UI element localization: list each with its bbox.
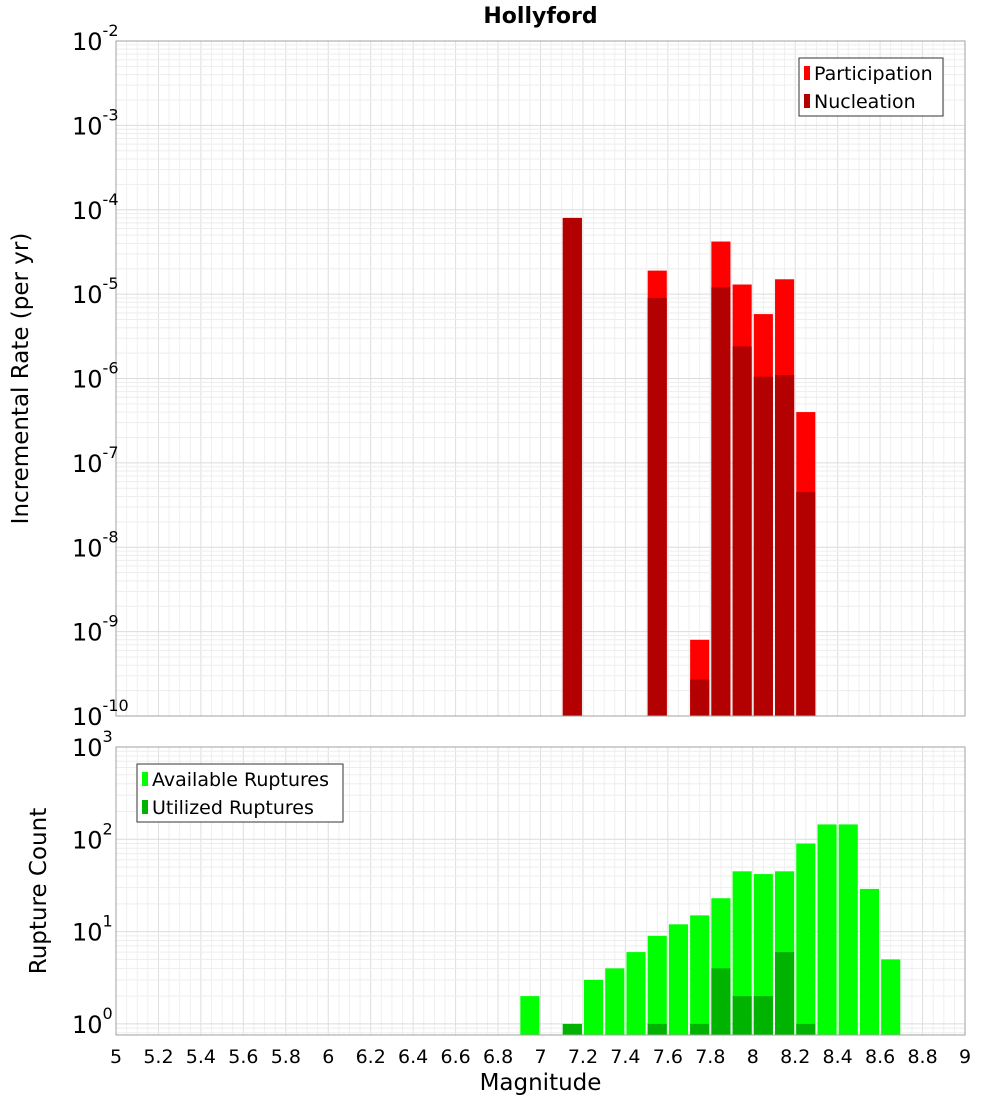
bar [817,824,837,1035]
bar [647,297,667,716]
bar [584,979,604,1035]
y-tick-label: 103 [72,727,113,762]
y-tick-label: 10-9 [72,612,119,647]
x-tick-label: 5.4 [186,1046,216,1068]
bar [796,492,816,716]
bar [668,924,689,1035]
series-available-ruptures [520,824,901,1035]
legend: Participation Nucleation [798,57,944,117]
legend-label: Nucleation [814,91,916,113]
x-tick-label: 8 [747,1046,759,1068]
x-tick-label: 8.2 [780,1046,810,1068]
y-axis-label: Rupture Count [26,808,52,974]
legend: Available Ruptures Utilized Ruptures [136,763,344,823]
bar [520,996,540,1035]
y-tick-label: 102 [72,819,113,854]
bar [732,996,752,1035]
series-utilized-ruptures [562,952,816,1035]
y-tick-label: 10-10 [72,696,129,731]
x-tick-label: 5.6 [228,1046,258,1068]
x-tick-label: 6.8 [483,1046,513,1068]
bar [690,679,710,716]
x-tick-label: 5.8 [271,1046,301,1068]
legend-swatch [804,66,810,80]
y-tick-label: 10-8 [72,527,119,562]
bar [647,1023,667,1035]
legend-label: Utilized Ruptures [152,797,314,819]
legend-swatch [804,94,810,108]
y-tick-label: 10-3 [72,105,119,140]
x-tick-label: 9 [959,1046,971,1068]
legend-label: Available Ruptures [152,769,329,791]
bar [711,968,731,1035]
panel-1: 10-10 10-9 10-8 10-7 10-6 10-5 10-4 10-3 10-2 Inc… [8,4,966,731]
bar [562,217,582,716]
legend-swatch [142,772,148,786]
bar [838,824,858,1035]
legend-box [136,763,344,823]
legend-label: Participation [814,63,933,85]
x-tick-label: 5.2 [143,1046,173,1068]
series-nucleation [562,217,816,716]
bar [711,287,731,716]
bar [796,1023,816,1035]
bar [605,968,625,1035]
x-tick-label: 7.4 [610,1046,640,1068]
x-tick-label: 6.6 [440,1046,470,1068]
x-tick-label: 8.8 [907,1046,937,1068]
bar [796,843,816,1035]
x-tick-label: 7.8 [695,1046,725,1068]
bar [775,375,795,716]
y-tick-label: 10-6 [72,359,119,394]
bar [732,346,752,716]
bar [881,959,901,1035]
bar [562,1023,582,1035]
legend-swatch [142,800,148,814]
y-tick-label: 100 [72,1004,113,1039]
plot-border [115,746,966,1036]
x-tick-label: 6.4 [398,1046,428,1068]
bar [690,1023,710,1035]
bar [775,952,795,1035]
x-tick-label: 7 [534,1046,546,1068]
bar [753,996,773,1035]
x-tick-label: 6 [322,1046,334,1068]
plot-border [115,40,966,717]
y-tick-label: 10-5 [72,274,119,309]
bar [732,871,752,1035]
bar [859,888,880,1035]
y-tick-label: 101 [72,912,113,947]
bar [753,874,773,1035]
x-tick-label: 7.2 [568,1046,598,1068]
bar [690,915,710,1035]
x-axis-label: Magnitude [480,1070,602,1096]
bar [753,376,773,716]
bar [626,952,646,1035]
y-tick-label: 10-7 [72,443,119,478]
y-tick-label: 10-4 [72,190,119,225]
x-tick-label: 7.6 [653,1046,683,1068]
x-tick-label: 8.6 [865,1046,895,1068]
y-tick-label: 10-2 [72,21,119,56]
y-axis-label: Incremental Rate (per yr) [8,233,34,525]
legend-box [798,57,944,117]
bar [647,935,667,1035]
x-tick-label: 5 [110,1046,122,1068]
x-tick-label: 8.4 [823,1046,853,1068]
x-tick-label: 6.2 [356,1046,386,1068]
chart-title: Hollyford [483,4,597,29]
